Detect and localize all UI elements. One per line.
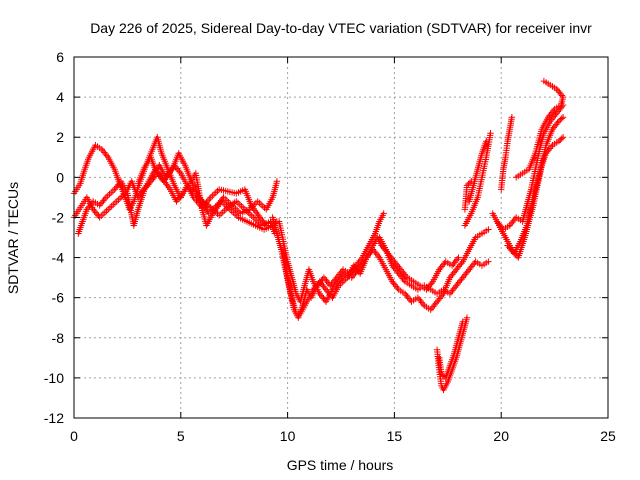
y-tick-label: -8 [52, 330, 65, 346]
x-axis-ticks: 0 5 10 15 20 25 [70, 57, 616, 444]
y-axis-ticks: -12 -10 -8 -6 -4 -2 0 2 4 6 [44, 49, 608, 426]
y-tick-label: 4 [56, 89, 64, 105]
y-axis-label: SDTVAR / TECUs [5, 182, 21, 294]
y-tick-label: -6 [52, 290, 65, 306]
plot-frame [73, 56, 609, 419]
x-axis-label: GPS time / hours [287, 457, 394, 473]
y-tick-label: 6 [56, 49, 64, 65]
x-tick-label: 5 [177, 428, 185, 444]
x-tick-label: 0 [70, 428, 78, 444]
chart-title: Day 226 of 2025, Sidereal Day-to-day VTE… [90, 20, 592, 36]
data-point-markers [70, 77, 567, 394]
x-tick-label: 15 [387, 428, 403, 444]
y-tick-label: 2 [56, 129, 64, 145]
x-tick-label: 25 [600, 428, 616, 444]
x-tick-label: 10 [280, 428, 296, 444]
data-points [70, 77, 567, 394]
y-tick-label: -12 [44, 410, 64, 426]
y-tick-label: -10 [44, 370, 64, 386]
x-tick-label: 20 [493, 428, 509, 444]
y-tick-label: 0 [56, 169, 64, 185]
y-tick-label: -4 [52, 250, 65, 266]
y-tick-label: -2 [52, 209, 65, 225]
